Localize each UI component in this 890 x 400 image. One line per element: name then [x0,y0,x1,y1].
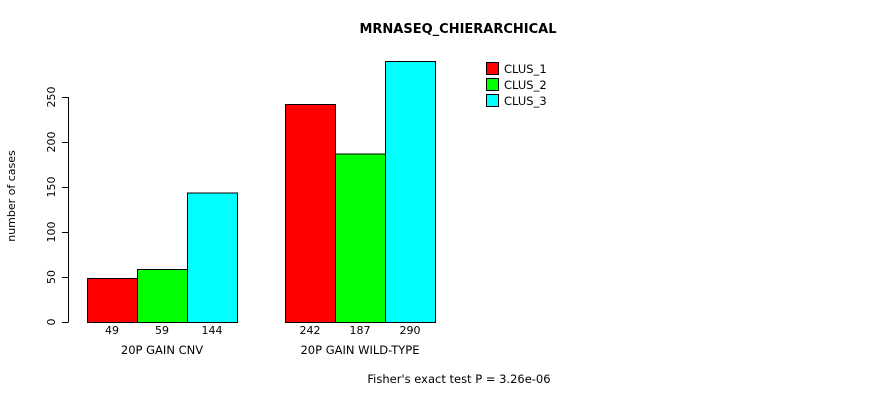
bar-value-label-clus1-group2: 242 [300,324,321,337]
bar-value-label-clus3-group1: 144 [202,324,223,337]
bar-group-20p-gain-cnv: 49 59 144 20P GAIN CNV [87,192,238,357]
fisher-test-annotation: Fisher's exact test P = 3.26e-06 [367,372,550,386]
legend-swatch-clus-1 [486,62,499,75]
bar-value-label-clus2-group2: 187 [350,324,371,337]
bar-clus1-group1[interactable] [87,277,138,323]
group-label-20p-gain-cnv: 20P GAIN CNV [121,343,203,357]
group-label-20p-gain-wild-type: 20P GAIN WILD-TYPE [300,343,419,357]
bar-value-label-clus3-group2: 290 [400,324,421,337]
legend-item-clus-2[interactable]: CLUS_2 [486,78,547,92]
y-tick-label-200: 200 [45,132,58,153]
bar-clus1-group2[interactable] [285,104,336,323]
bar-clus2-group1[interactable] [137,268,188,323]
bar-clus3-group2[interactable] [385,61,436,323]
bar-clus3-group1[interactable] [187,192,238,323]
y-axis: 0 50 100 150 200 250 number of cases [5,87,69,326]
y-axis-title: number of cases [5,150,18,242]
legend-item-clus-1[interactable]: CLUS_1 [486,62,547,76]
bar-group-20p-gain-wild-type: 242 187 290 20P GAIN WILD-TYPE [285,61,436,357]
legend-item-clus-3[interactable]: CLUS_3 [486,94,547,108]
bar-clus2-group2[interactable] [335,153,386,323]
legend-swatch-clus-2 [486,78,499,91]
y-tick-label-0: 0 [45,319,58,326]
y-tick-label-50: 50 [45,270,58,284]
bar-value-label-clus2-group1: 59 [155,324,169,337]
legend-label-clus-2: CLUS_2 [504,78,547,92]
legend-swatch-clus-3 [486,94,499,107]
page-title: MRNASEQ_CHIERARCHICAL [359,22,556,37]
legend-label-clus-3: CLUS_3 [504,94,547,108]
legend-label-clus-1: CLUS_1 [504,62,547,76]
y-tick-label-150: 150 [45,177,58,198]
bar-value-label-clus1-group1: 49 [105,324,119,337]
y-tick-label-250: 250 [45,87,58,108]
legend: CLUS_1 CLUS_2 CLUS_3 [486,62,547,108]
y-tick-label-100: 100 [45,222,58,243]
